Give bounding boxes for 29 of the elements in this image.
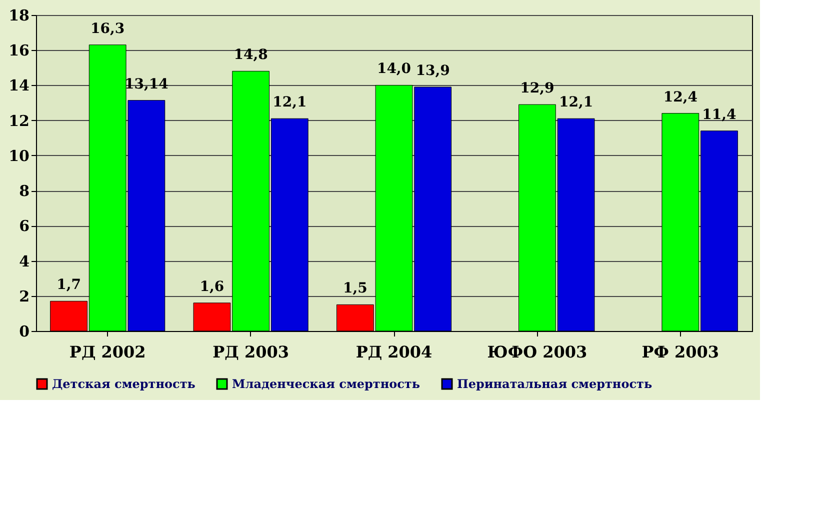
data-label: 12,1 [272, 94, 307, 111]
x-tick-label: РД 2003 [212, 342, 289, 362]
data-label: 16,3 [90, 20, 125, 37]
y-tick-label: 14 [8, 76, 30, 95]
y-tick-label: 0 [19, 322, 30, 340]
x-tick-label: РД 2002 [69, 342, 146, 362]
data-label: 14,0 [376, 61, 412, 78]
y-tick-label: 12 [8, 112, 30, 130]
data-label: 14,8 [234, 47, 268, 64]
data-label: 12,1 [558, 94, 594, 111]
data-label: 1,6 [200, 278, 224, 295]
legend-label: Детская смертность [52, 377, 196, 391]
y-tick-label: 8 [19, 182, 30, 200]
legend-label: Младенческая смертность [232, 377, 420, 391]
y-tick-label: 10 [8, 146, 30, 165]
data-label: 11,4 [702, 106, 737, 123]
data-label: 13,9 [416, 62, 450, 79]
data-label: 1,7 [56, 277, 81, 294]
y-tick-label: 16 [8, 42, 30, 60]
y-tick-label: 4 [19, 252, 30, 270]
x-tick-label: РД 2004 [356, 342, 432, 362]
y-tick-label: 2 [19, 287, 30, 306]
data-label: 12,4 [663, 89, 698, 106]
data-label: 1,5 [342, 280, 368, 297]
y-tick-label: 6 [19, 217, 30, 236]
legend-label: Перинатальная смертность [457, 377, 652, 391]
y-tick-label: 18 [8, 6, 30, 24]
x-tick-label: РФ 2003 [642, 342, 720, 362]
x-tick-label: ЮФО 2003 [487, 342, 588, 362]
